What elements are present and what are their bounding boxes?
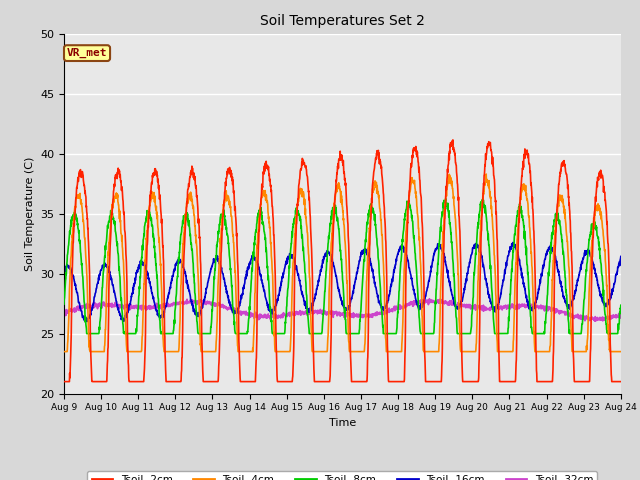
Text: VR_met: VR_met bbox=[67, 48, 108, 58]
Legend: Tsoil -2cm, Tsoil -4cm, Tsoil -8cm, Tsoil -16cm, Tsoil -32cm: Tsoil -2cm, Tsoil -4cm, Tsoil -8cm, Tsoi… bbox=[87, 471, 598, 480]
Title: Soil Temperatures Set 2: Soil Temperatures Set 2 bbox=[260, 14, 425, 28]
Y-axis label: Soil Temperature (C): Soil Temperature (C) bbox=[24, 156, 35, 271]
X-axis label: Time: Time bbox=[329, 418, 356, 428]
